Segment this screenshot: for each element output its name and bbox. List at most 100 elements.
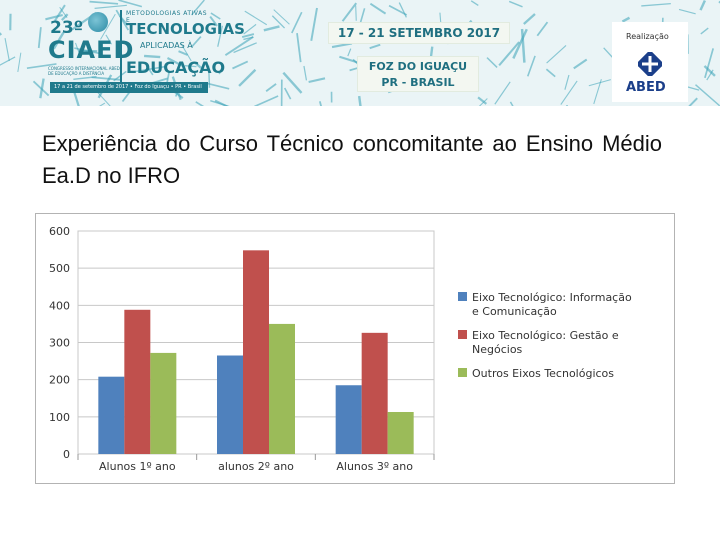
bar-chart: 0 100 200 300 400 500 600 Alunos 1º ano alunos 2… [49, 225, 632, 473]
pattern-stroke [134, 65, 166, 73]
pattern-stroke [241, 33, 255, 38]
pattern-stroke [17, 52, 22, 73]
pattern-stroke [190, 35, 202, 48]
ciaed-logo: 23º CIAED CONGRESSO INTERNACIONAL ABED D… [40, 4, 245, 93]
legend-label-line: Eixo Tecnológico: Informação [472, 291, 632, 304]
pattern-stroke [54, 4, 66, 22]
pattern-stroke [113, 70, 127, 82]
pattern-stroke [520, 28, 526, 63]
pattern-stroke [273, 9, 290, 25]
logo-line-4: EDUCAÇÃO [126, 58, 226, 77]
pattern-stroke [573, 58, 588, 70]
chart-frame: 0 100 200 300 400 500 600 Alunos 1º ano alunos 2… [35, 213, 675, 484]
pattern-stroke [523, 13, 536, 25]
pattern-stroke [700, 27, 709, 35]
pattern-stroke [89, 0, 119, 5]
pattern-stroke [144, 54, 161, 59]
pattern-stroke [210, 100, 230, 106]
organizer-panel: Realização ABED [612, 22, 688, 102]
pattern-stroke [296, 33, 302, 63]
event-dates: 17 - 21 SETEMBRO 2017 [328, 22, 510, 44]
pattern-stroke [99, 102, 106, 106]
pattern-stroke [508, 0, 523, 8]
pattern-stroke [32, 80, 50, 97]
legend-label-line: e Comunicação [472, 305, 557, 318]
pattern-stroke [210, 12, 221, 20]
pattern-stroke [184, 65, 197, 68]
y-tick-label: 0 [63, 448, 70, 461]
pattern-stroke [0, 32, 2, 36]
pattern-stroke [118, 0, 143, 8]
pattern-stroke [105, 34, 113, 45]
pattern-stroke [74, 47, 102, 55]
pattern-stroke [470, 0, 479, 7]
bar [243, 250, 269, 454]
pattern-stroke [566, 104, 568, 106]
pattern-stroke [233, 42, 257, 54]
pattern-stroke [477, 96, 488, 105]
pattern-stroke [195, 101, 205, 106]
pattern-stroke [357, 95, 362, 106]
pattern-stroke [303, 65, 308, 81]
pattern-stroke [331, 42, 353, 49]
legend-label: Outros Eixos Tecnológicos [472, 367, 614, 380]
pattern-stroke [26, 63, 57, 70]
pattern-stroke [115, 9, 130, 31]
location-city: FOZ DO IGUAÇU [368, 60, 468, 73]
pattern-stroke [486, 57, 498, 69]
pattern-stroke [271, 15, 286, 29]
y-tick-label: 400 [49, 299, 70, 312]
pattern-stroke [621, 16, 631, 23]
bar [150, 352, 177, 454]
pattern-stroke [388, 4, 408, 16]
pattern-stroke [204, 81, 230, 90]
pattern-stroke [217, 25, 224, 47]
legend-swatch [458, 368, 467, 377]
abed-logo-icon [638, 52, 662, 76]
event-location: FOZ DO IGUAÇU PR - BRASIL [357, 56, 479, 92]
y-tick-label: 600 [49, 225, 70, 238]
pattern-stroke [347, 48, 352, 57]
pattern-stroke [291, 11, 303, 34]
pattern-stroke [283, 87, 292, 100]
pattern-stroke [494, 81, 511, 105]
logo-subtitle: CONGRESSO INTERNACIONAL ABED DE EDUCAÇÃO… [48, 66, 120, 76]
event-banner: 23º CIAED CONGRESSO INTERNACIONAL ABED D… [0, 0, 720, 106]
pattern-stroke [263, 25, 280, 32]
pattern-stroke [166, 71, 171, 84]
bar [98, 376, 125, 454]
pattern-stroke [178, 50, 188, 56]
bar [335, 385, 362, 454]
y-tick-label: 200 [49, 374, 70, 387]
bar [124, 309, 151, 454]
location-state: PR - BRASIL [381, 76, 455, 89]
pattern-stroke [4, 38, 10, 62]
pattern-stroke [100, 13, 116, 40]
pattern-stroke [641, 2, 671, 7]
pattern-stroke [166, 57, 183, 67]
pattern-stroke [243, 23, 257, 35]
pattern-stroke [308, 77, 326, 83]
pattern-stroke [564, 74, 570, 90]
bar [387, 412, 414, 454]
pattern-stroke [145, 65, 154, 76]
pattern-stroke [254, 95, 279, 106]
pattern-stroke [94, 4, 127, 9]
y-tick-label: 100 [49, 411, 70, 424]
pattern-stroke [560, 80, 578, 105]
pattern-stroke [244, 10, 268, 26]
pattern-stroke [478, 98, 488, 106]
pattern-stroke [218, 64, 224, 75]
pattern-stroke [703, 65, 716, 77]
y-tick-label: 500 [49, 262, 70, 275]
logo-number: 23º [50, 18, 84, 38]
x-tick-label: Alunos 3º ano [336, 460, 413, 473]
pattern-stroke [704, 48, 715, 79]
pattern-stroke [341, 2, 358, 22]
pattern-stroke [224, 35, 254, 56]
pattern-stroke [695, 84, 720, 106]
legend-swatch [458, 330, 467, 339]
y-tick-label: 300 [49, 337, 70, 350]
pattern-stroke [209, 15, 218, 27]
pattern-stroke [310, 7, 318, 41]
